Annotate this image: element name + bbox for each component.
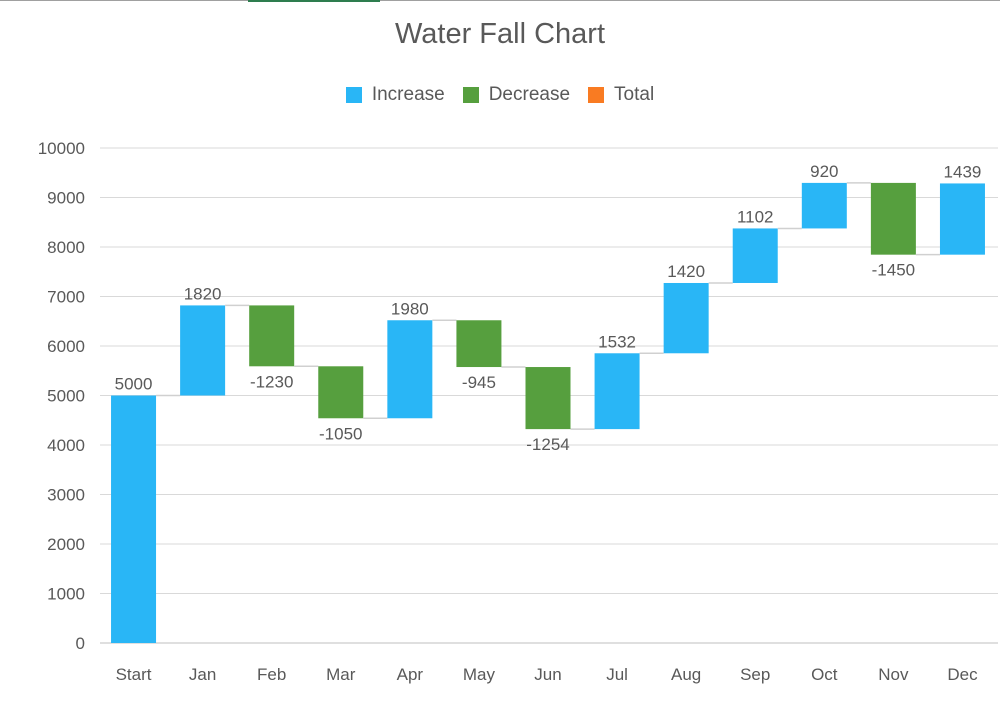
data-label: 1980 bbox=[391, 299, 429, 318]
bar-mar bbox=[318, 366, 364, 419]
data-label: -1254 bbox=[526, 435, 569, 454]
y-tick-label: 0 bbox=[76, 634, 85, 653]
y-tick-label: 8000 bbox=[47, 238, 85, 257]
data-label: 1420 bbox=[667, 262, 705, 281]
chart-title: Water Fall Chart bbox=[394, 18, 606, 50]
bar-jun bbox=[525, 367, 571, 430]
data-label: -1450 bbox=[872, 261, 915, 280]
legend-swatch bbox=[345, 87, 362, 103]
x-tick-label: Sep bbox=[740, 665, 770, 684]
data-label: -945 bbox=[462, 373, 496, 392]
data-label: 920 bbox=[810, 162, 838, 181]
bar-apr bbox=[387, 320, 433, 419]
x-tick-label: Feb bbox=[257, 665, 286, 684]
legend: Increase Decrease Total bbox=[0, 84, 1000, 106]
data-label: 1820 bbox=[184, 284, 222, 303]
legend-label: Total bbox=[614, 84, 655, 105]
x-tick-label: Dec bbox=[947, 665, 978, 684]
bar-jul bbox=[594, 353, 640, 430]
x-tick-label: Jan bbox=[189, 665, 216, 684]
y-tick-label: 6000 bbox=[47, 337, 85, 356]
legend-item: Total bbox=[588, 84, 654, 106]
bar-feb bbox=[249, 305, 295, 367]
x-tick-label: Nov bbox=[878, 665, 909, 684]
y-tick-label: 9000 bbox=[47, 189, 85, 208]
legend-label: Increase bbox=[371, 84, 445, 105]
y-tick-label: 5000 bbox=[47, 387, 85, 406]
x-tick-label: Apr bbox=[397, 665, 424, 684]
bar-dec bbox=[939, 183, 985, 255]
x-tick-label: Jul bbox=[606, 665, 628, 684]
data-label: 5000 bbox=[115, 375, 153, 394]
legend-item: Increase bbox=[345, 84, 445, 106]
data-label: -1230 bbox=[250, 372, 293, 391]
x-tick-label: Aug bbox=[671, 665, 701, 684]
x-tick-label: Oct bbox=[811, 665, 838, 684]
legend-item: Decrease bbox=[462, 84, 571, 106]
bar-start bbox=[111, 395, 157, 643]
x-tick-label: Jun bbox=[534, 665, 561, 684]
data-label: 1532 bbox=[598, 332, 636, 351]
y-tick-label: 4000 bbox=[47, 436, 85, 455]
legend-swatch bbox=[462, 87, 479, 103]
x-tick-label: Start bbox=[116, 665, 152, 684]
top-border bbox=[0, 0, 1000, 1]
data-label: 1102 bbox=[737, 207, 774, 226]
y-tick-label: 3000 bbox=[47, 486, 85, 505]
active-tab-indicator bbox=[248, 0, 380, 2]
x-tick-label: May bbox=[463, 665, 496, 684]
y-tick-label: 1000 bbox=[47, 585, 85, 604]
bar-aug bbox=[663, 282, 709, 354]
y-tick-label: 7000 bbox=[47, 288, 85, 307]
data-label: 1439 bbox=[944, 162, 982, 181]
x-tick-label: Mar bbox=[326, 665, 356, 684]
bar-sep bbox=[732, 228, 778, 283]
y-tick-label: 10000 bbox=[38, 139, 85, 158]
bar-may bbox=[456, 320, 502, 368]
bar-jan bbox=[180, 305, 226, 396]
y-tick-label: 2000 bbox=[47, 535, 85, 554]
bar-oct bbox=[801, 182, 847, 229]
data-label: -1050 bbox=[319, 424, 362, 443]
legend-swatch bbox=[588, 87, 605, 103]
legend-label: Decrease bbox=[488, 84, 571, 105]
bar-nov bbox=[870, 182, 916, 255]
